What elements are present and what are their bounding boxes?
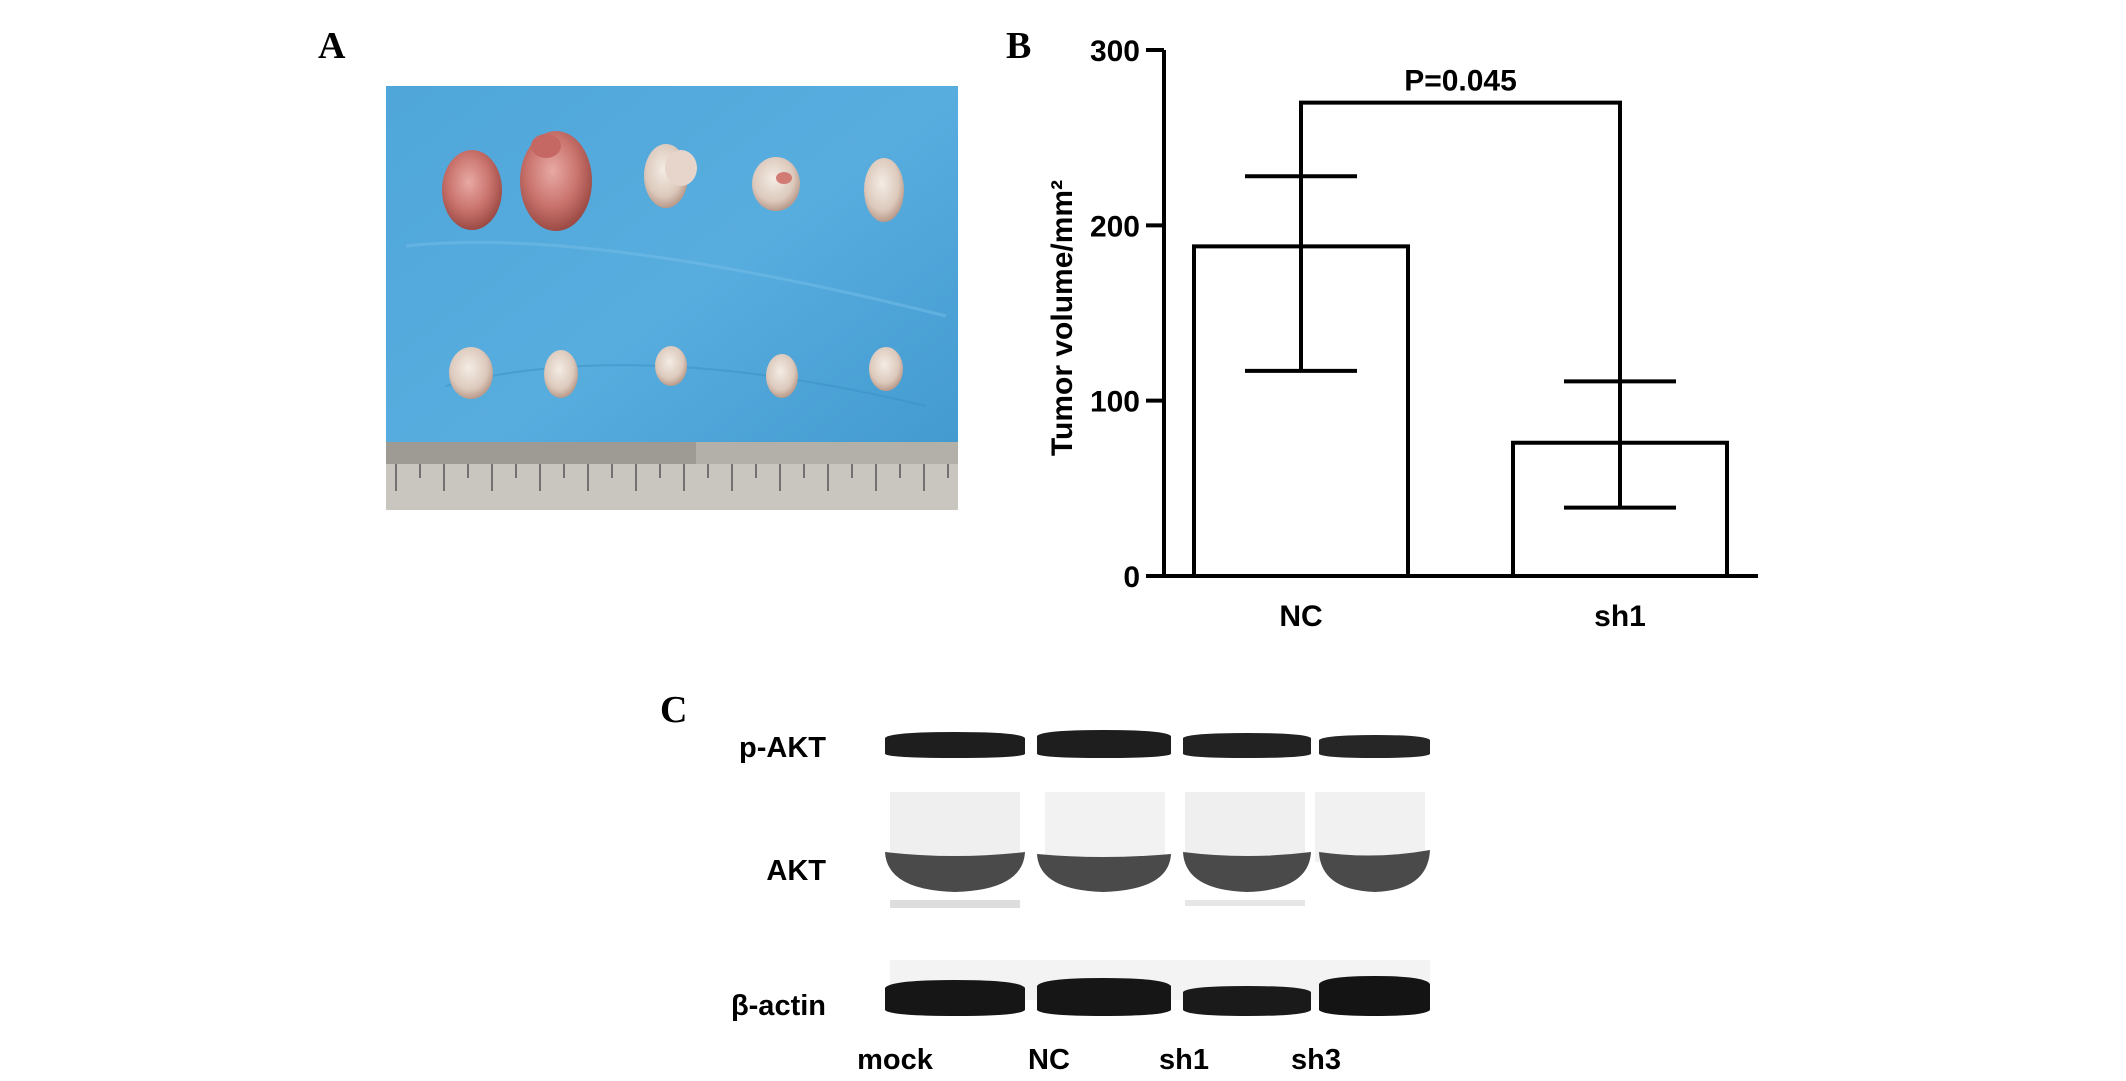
western-blot-illustration — [845, 710, 1435, 1030]
blot-lane-label-sh1: sh1 — [1159, 1044, 1209, 1076]
blot-lane-label-nc: NC — [1028, 1044, 1070, 1076]
x-tick-label: sh1 — [1594, 600, 1646, 633]
x-tick-label: NC — [1279, 600, 1322, 633]
blot-row-label-beta-actin: β-actin — [730, 990, 826, 1022]
panel-label-c: C — [660, 689, 688, 731]
blot-row-label-akt: AKT — [766, 855, 826, 887]
blot-lane-label-mock: mock — [857, 1044, 933, 1076]
significance-bracket — [1299, 100, 1622, 382]
tumor-photo-illustration — [386, 86, 958, 510]
tumor-photo — [386, 86, 958, 510]
y-tick-label: 0 — [1123, 561, 1140, 594]
p-value-label: P=0.045 — [1404, 65, 1517, 98]
y-tick-label: 300 — [1090, 35, 1140, 68]
y-tick-label: 200 — [1090, 210, 1140, 243]
y-tick-label: 100 — [1090, 386, 1140, 419]
panel-label-a: A — [318, 25, 346, 67]
panel-label-b: B — [1006, 25, 1032, 67]
blot-row-label-p-akt: p-AKT — [739, 732, 826, 764]
western-blot — [845, 710, 1435, 1030]
y-axis-label: Tumor volume/mm² — [1046, 180, 1079, 456]
blot-lane-label-sh3: sh3 — [1291, 1044, 1341, 1076]
